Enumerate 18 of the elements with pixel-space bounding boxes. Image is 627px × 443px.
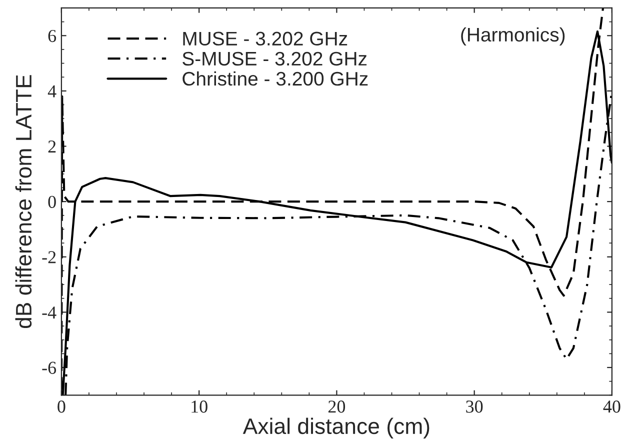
- y-tick-label: -2: [42, 251, 56, 264]
- x-tick-label: 10: [192, 400, 208, 413]
- annotation: (Harmonics): [461, 27, 565, 46]
- y-tick-label: 2: [48, 140, 56, 153]
- y-tick-label: 4: [48, 85, 56, 98]
- y-tick-label: 6: [48, 30, 56, 42]
- y-tick-label: 0: [48, 196, 56, 208]
- x-tick-label: 0: [58, 400, 66, 413]
- x-tick-label: 30: [466, 400, 483, 413]
- x-tick-label: 40: [603, 400, 620, 413]
- y-axis-title: dB difference from LATTE: [15, 75, 32, 328]
- legend-label: Christine - 3.200 GHz: [182, 71, 368, 86]
- y-tick-label: -4: [42, 306, 56, 318]
- x-tick-label: 20: [328, 400, 346, 413]
- y-tick-label: -6: [42, 362, 56, 374]
- legend-label: S-MUSE - 3.202 GHz: [182, 52, 367, 66]
- legend-label: MUSE - 3.202 GHz: [183, 32, 348, 46]
- x-axis-title: Axial distance (cm): [242, 418, 430, 438]
